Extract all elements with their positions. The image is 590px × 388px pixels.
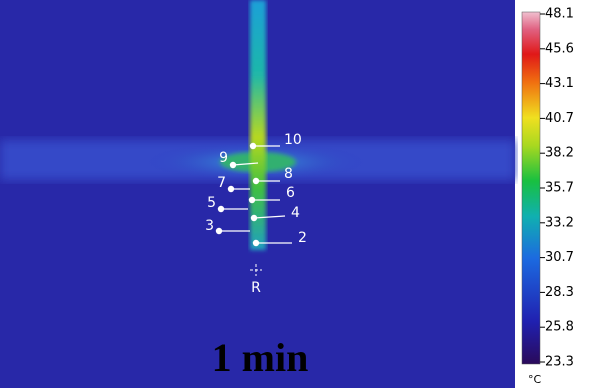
point-label: 3: [205, 218, 214, 234]
point-dot: [253, 178, 259, 184]
point-dot: [228, 186, 234, 192]
point-label: 5: [207, 195, 216, 211]
point-dot: [253, 240, 259, 246]
vertical-stripe: [250, 0, 266, 250]
point-dot: [218, 206, 224, 212]
tick-label: 25.8: [545, 320, 574, 335]
tick-label: 45.6: [545, 41, 574, 56]
caption: 1 min: [212, 335, 309, 380]
thermal-view: °C R 1 min 10 9 8 7 6 5 4 3 2 48.1 45.6 43.1 40.7 38…: [0, 0, 590, 388]
tick-label: 23.3: [545, 355, 574, 370]
tick-label: 38.2: [545, 146, 574, 161]
tick-label: 43.1: [545, 76, 574, 91]
point-dot: [249, 197, 255, 203]
point-label: 8: [284, 166, 293, 182]
tick-label: 35.7: [545, 181, 574, 196]
point-dot: [251, 215, 257, 221]
point-dot: [230, 162, 236, 168]
point-label: 6: [286, 185, 295, 201]
point-dot: [250, 143, 256, 149]
tick-label: 30.7: [545, 250, 574, 265]
point-dot: [216, 228, 222, 234]
tick-label: 48.1: [545, 7, 574, 22]
point-label: 4: [291, 205, 300, 221]
tick-label: 40.7: [545, 111, 574, 126]
point-label: 10: [284, 132, 302, 148]
reference-label: R: [251, 280, 261, 296]
point-label: 7: [217, 175, 226, 191]
point-label: 2: [298, 230, 307, 246]
tick-label: 28.3: [545, 285, 574, 300]
point-label: 9: [219, 150, 228, 166]
tick-label: 33.2: [545, 215, 574, 230]
color-scale: [522, 12, 540, 364]
unit: °C: [528, 373, 542, 386]
